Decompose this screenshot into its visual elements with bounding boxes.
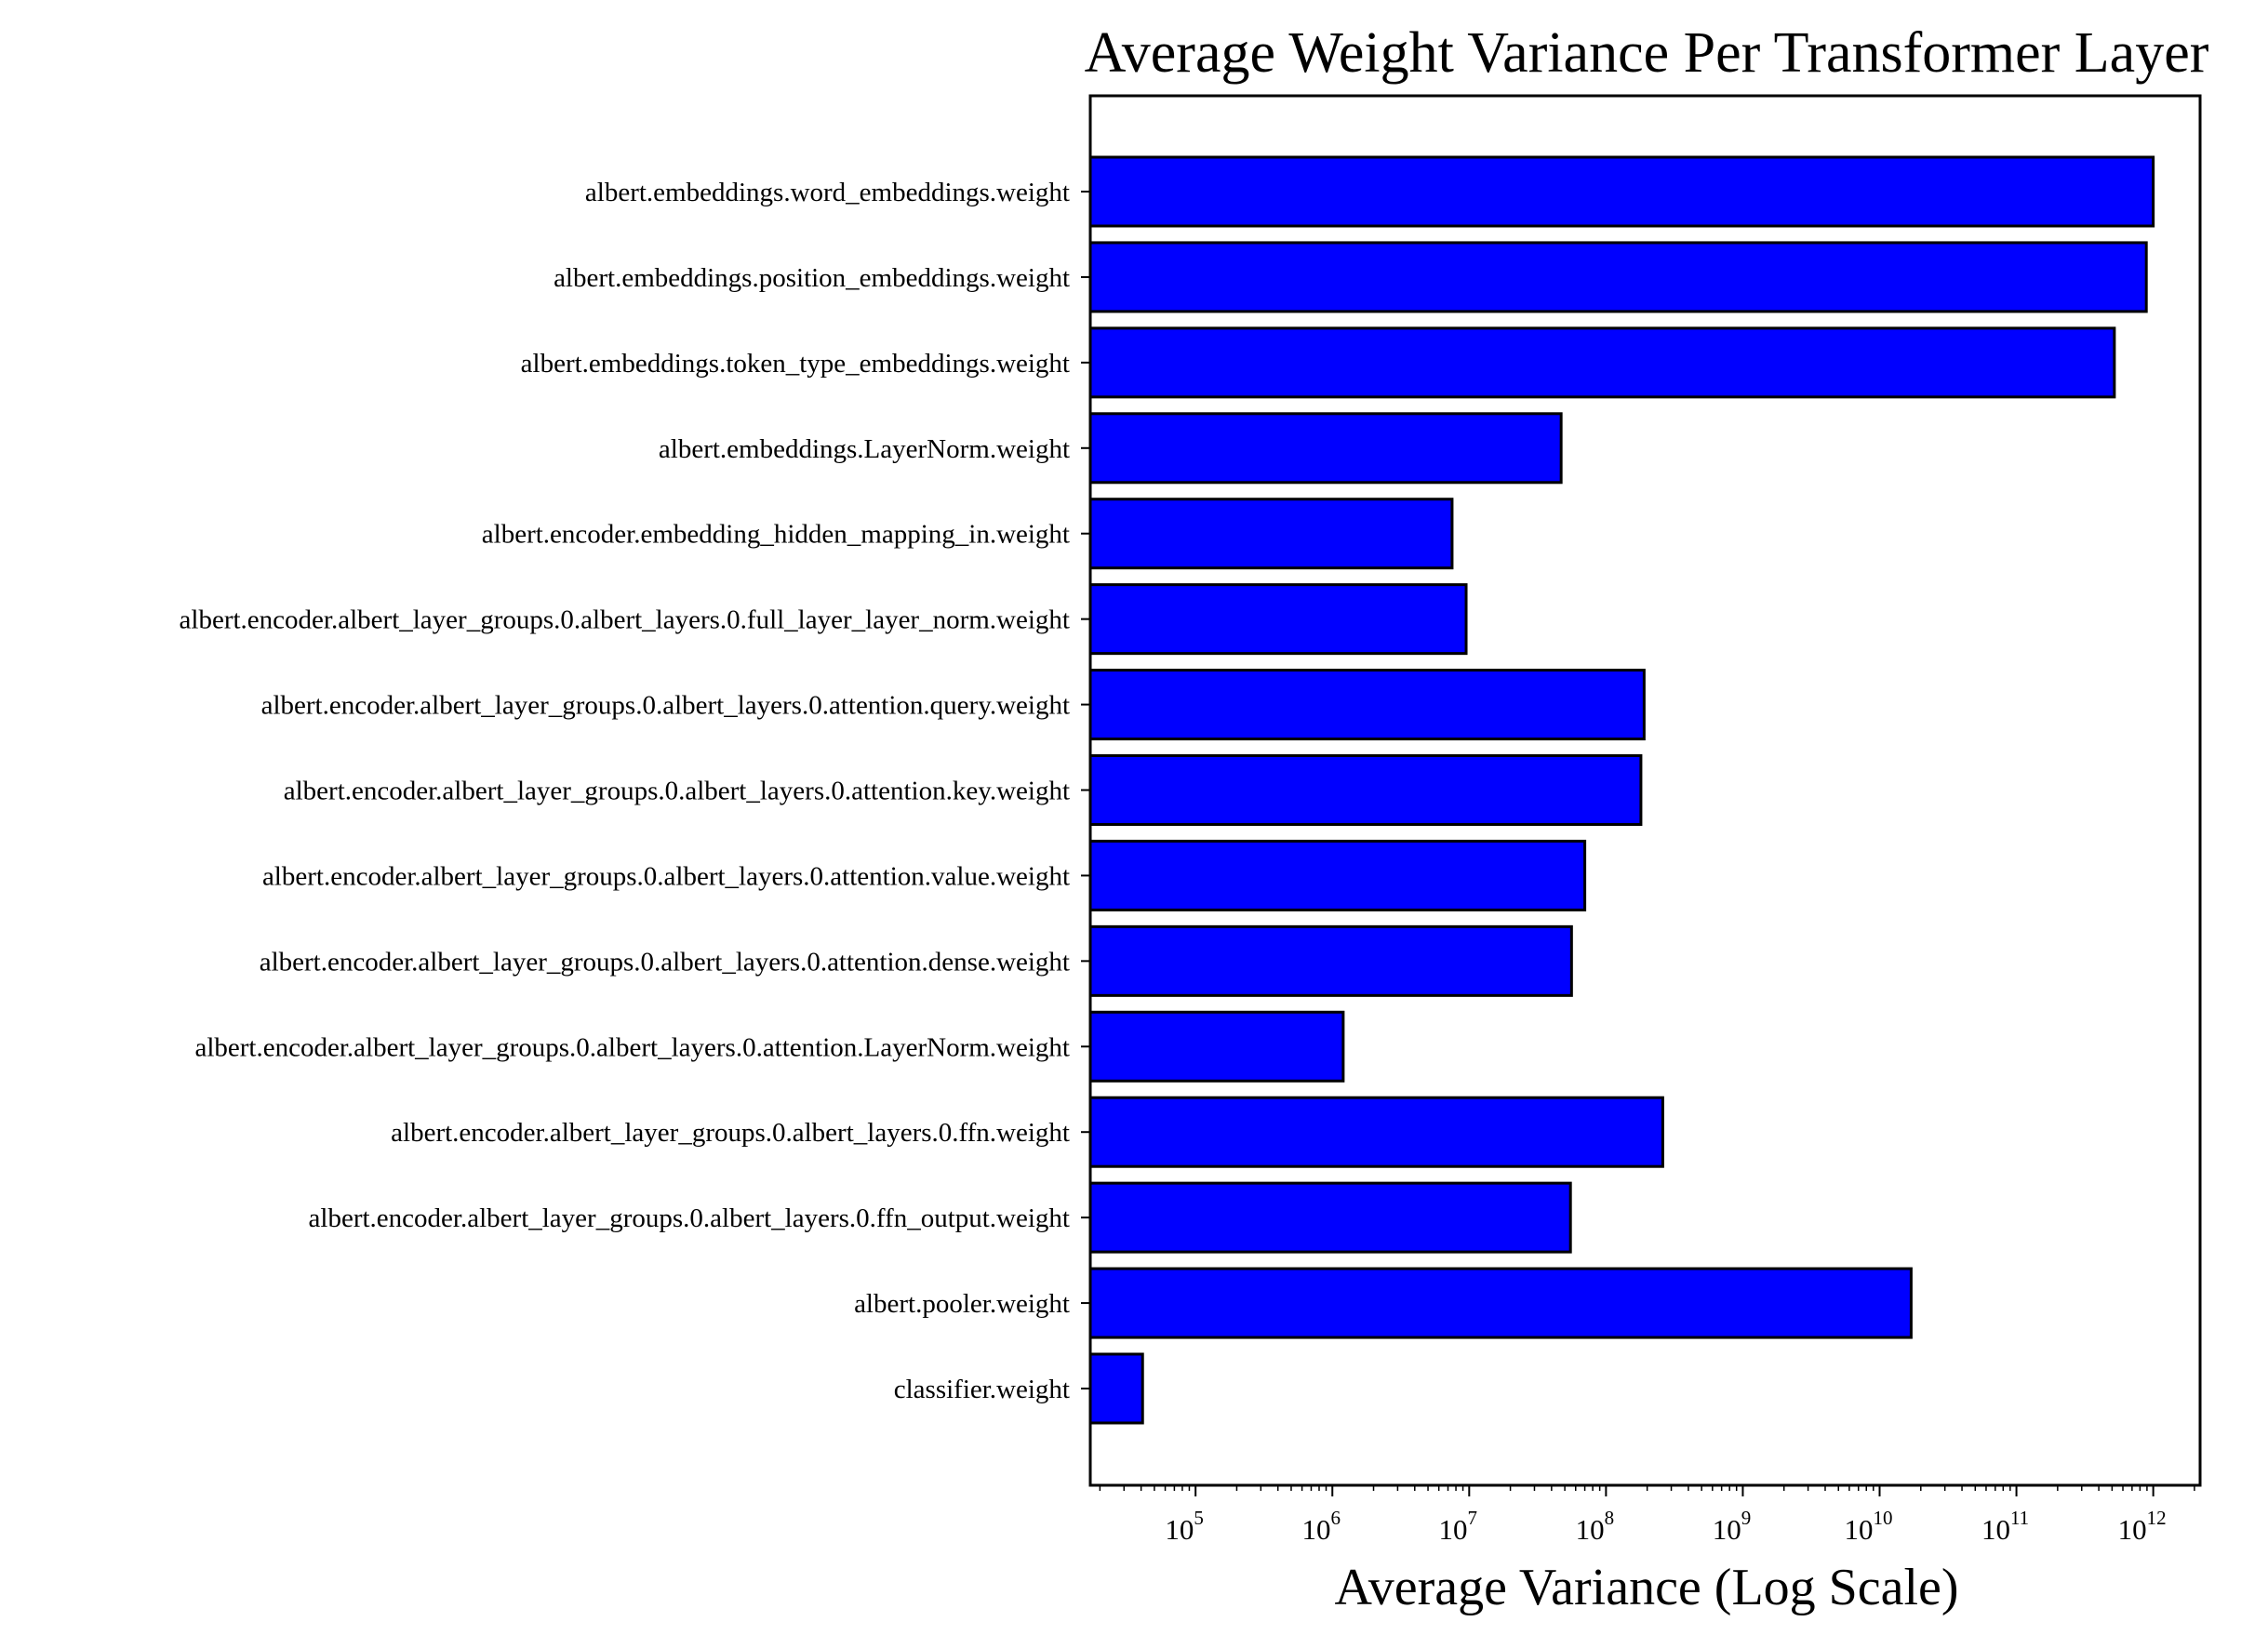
bar <box>1088 412 1563 485</box>
y-category-label: albert.encoder.albert_layer_groups.0.alb… <box>391 1118 1070 1148</box>
bar <box>1088 326 2116 399</box>
y-category-label: classifier.weight <box>894 1375 1070 1404</box>
y-category-label: albert.embeddings.word_embeddings.weight <box>585 178 1070 207</box>
y-category-label: albert.encoder.albert_layer_groups.0.alb… <box>309 1203 1070 1233</box>
y-category-label: albert.pooler.weight <box>854 1289 1070 1319</box>
bar <box>1088 241 2148 313</box>
bar <box>1088 1010 1345 1083</box>
y-category-label: albert.embeddings.LayerNorm.weight <box>659 434 1070 464</box>
bar <box>1088 1181 1572 1254</box>
x-tick-label: 109 <box>1713 1507 1752 1546</box>
bars-layer <box>1088 155 2155 1425</box>
chart-title: Average Weight Variance Per Transformer … <box>1085 21 2209 85</box>
bar <box>1088 498 1454 570</box>
x-tick-label: 107 <box>1439 1507 1478 1546</box>
y-category-label: albert.embeddings.token_type_embeddings.… <box>521 349 1070 379</box>
y-category-label: albert.encoder.albert_layer_groups.0.alb… <box>262 861 1070 891</box>
y-category-label: albert.encoder.albert_layer_groups.0.alb… <box>180 605 1070 635</box>
y-category-label: albert.encoder.embedding_hidden_mapping_… <box>482 520 1070 550</box>
bar <box>1088 754 1643 826</box>
y-category-label: albert.encoder.albert_layer_groups.0.alb… <box>284 777 1070 806</box>
bar <box>1088 1096 1664 1168</box>
x-tick-label: 1010 <box>1845 1507 1893 1546</box>
x-axis-ticks <box>1099 1485 2195 1496</box>
x-axis-tick-labels: 105 106 107 108 109 1010 1011 1012 <box>1165 1507 2166 1546</box>
x-tick-label: 105 <box>1165 1507 1204 1546</box>
x-tick-label: 108 <box>1576 1507 1615 1546</box>
x-axis-title: Average Variance (Log Scale) <box>1334 1559 1958 1616</box>
bar <box>1088 924 1573 997</box>
bar <box>1088 839 1587 911</box>
y-category-label: albert.encoder.albert_layer_groups.0.alb… <box>194 1032 1070 1062</box>
y-axis-ticks <box>1081 191 1090 1389</box>
bar <box>1088 1267 1913 1339</box>
bar <box>1088 1352 1144 1425</box>
y-category-label: albert.encoder.albert_layer_groups.0.alb… <box>261 691 1070 721</box>
x-tick-label: 1011 <box>1981 1507 2029 1546</box>
plot-area-frame <box>1088 94 2202 1487</box>
y-category-label: albert.embeddings.position_embeddings.we… <box>554 263 1070 293</box>
bar <box>1088 155 2155 228</box>
x-tick-label: 1012 <box>2118 1507 2167 1546</box>
x-tick-label: 106 <box>1301 1507 1341 1546</box>
y-axis-category-labels: albert.embeddings.word_embeddings.weight… <box>180 178 1070 1404</box>
y-category-label: albert.encoder.albert_layer_groups.0.alb… <box>260 947 1070 977</box>
bar <box>1088 583 1468 656</box>
bar <box>1088 669 1646 741</box>
